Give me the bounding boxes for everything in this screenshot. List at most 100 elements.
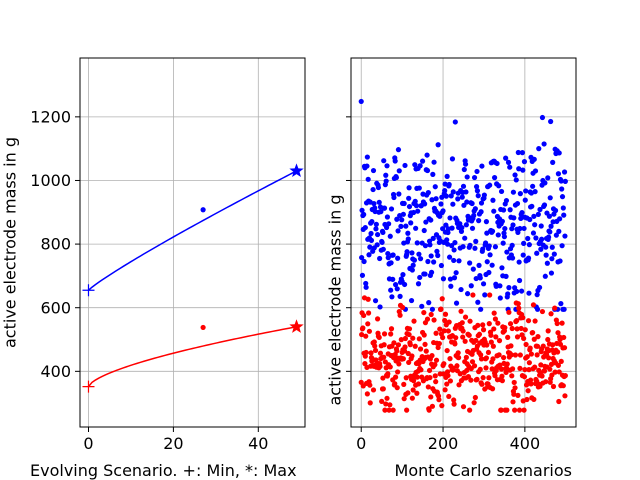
right-series-0-point bbox=[409, 267, 415, 273]
left-series-1-point bbox=[200, 324, 206, 331]
right-series-1-point bbox=[457, 371, 463, 377]
right-series-0-point bbox=[471, 174, 478, 181]
right-series-0-point bbox=[484, 259, 490, 265]
left-y-tick-label: 1200 bbox=[30, 107, 71, 126]
right-series-0-point bbox=[413, 225, 419, 231]
right-series-0-point bbox=[469, 200, 475, 207]
right-series-1-point bbox=[433, 330, 439, 336]
right-series-1-point bbox=[365, 321, 371, 327]
left-ticks: 0 20 40 400 600 800 1000 1200 bbox=[30, 107, 268, 453]
right-series-1-point bbox=[405, 390, 411, 396]
right-series-1-point bbox=[414, 390, 420, 396]
right-series-0-point bbox=[562, 233, 568, 239]
right-series-0-point bbox=[510, 189, 517, 195]
right-series-1-point bbox=[475, 322, 481, 328]
right-series-1-point bbox=[451, 401, 457, 407]
right-series-1-point bbox=[473, 337, 479, 344]
left-ylabel: active electrode mass in g bbox=[1, 137, 20, 348]
right-series-0-point bbox=[361, 211, 367, 218]
right-series-0-point bbox=[393, 174, 400, 181]
right-series-1-point bbox=[488, 339, 494, 345]
right-series-1-point bbox=[469, 359, 476, 365]
right-series-0-point bbox=[534, 306, 541, 312]
right-series-1-point bbox=[545, 355, 552, 361]
right-series-0-point bbox=[437, 213, 443, 219]
right-series-0-point bbox=[411, 257, 418, 263]
right-series-1-point bbox=[493, 334, 499, 340]
right-series-0-point bbox=[401, 281, 408, 288]
right-series-1-point bbox=[429, 353, 435, 359]
right-series-0-point bbox=[438, 201, 444, 207]
right-series-1-point bbox=[514, 334, 521, 340]
right-series-0-point bbox=[394, 216, 400, 222]
right-series-1-point bbox=[555, 362, 562, 368]
right-series-0-point bbox=[446, 181, 452, 188]
right-series-0-point bbox=[368, 237, 375, 243]
right-series-1-point bbox=[511, 379, 517, 386]
right-series-0-point bbox=[478, 200, 485, 206]
right-series-1-point bbox=[431, 317, 437, 323]
right-series-0-point bbox=[474, 188, 481, 194]
right-series-1-point bbox=[512, 385, 518, 391]
right-series-0-point bbox=[548, 223, 554, 229]
right-series-0-point bbox=[449, 225, 455, 231]
right-series-0-point bbox=[434, 248, 440, 254]
right-series-0-point bbox=[477, 275, 483, 281]
right-series-0-point bbox=[392, 282, 399, 288]
right-series-1-point bbox=[379, 398, 385, 405]
right-series-1-point bbox=[399, 304, 406, 310]
right-series-0-point bbox=[520, 167, 526, 173]
right-series-1-point bbox=[376, 334, 382, 341]
right-series-0-point bbox=[460, 244, 466, 250]
left-chart: 0 20 40 400 600 800 1000 1200 active electrode … bbox=[1, 57, 306, 453]
right-series-1-point bbox=[432, 373, 438, 379]
right-series-1-point bbox=[425, 384, 431, 390]
right-series-0-point bbox=[406, 185, 412, 191]
right-series-1-point bbox=[442, 311, 449, 317]
right-series-1-point bbox=[445, 372, 451, 379]
right-series-1-point bbox=[403, 375, 409, 381]
right-series-1-point bbox=[522, 366, 528, 373]
right-series-1-point bbox=[548, 311, 554, 317]
right-series-1-point bbox=[458, 308, 464, 314]
right-series-0-point bbox=[558, 178, 564, 184]
right-series-0-point bbox=[449, 156, 456, 162]
right-series-1-point bbox=[530, 302, 537, 308]
right-series-0-point bbox=[553, 232, 559, 238]
right-series-0-point bbox=[548, 118, 554, 125]
right-series-1-point bbox=[433, 357, 440, 363]
right-series-1-point bbox=[442, 317, 448, 324]
right-series-1-point bbox=[409, 395, 415, 401]
right-series-0-point bbox=[390, 276, 396, 282]
right-series-1-point bbox=[531, 396, 537, 402]
right-series-1-point bbox=[554, 320, 560, 327]
right-series-0-point bbox=[440, 226, 446, 232]
right-series-0-point bbox=[425, 190, 431, 196]
right-series-1-point bbox=[528, 381, 534, 387]
right-series-0-point bbox=[523, 188, 529, 194]
right-series-0-point bbox=[526, 242, 532, 248]
right-series-1-point bbox=[538, 362, 544, 368]
right-series-1-point bbox=[483, 355, 490, 361]
right-series-1-point bbox=[377, 363, 383, 370]
right-series-0-point bbox=[503, 197, 510, 204]
right-series-0-point bbox=[526, 290, 532, 296]
right-series-1-point bbox=[491, 310, 497, 316]
right-series-0-point bbox=[398, 223, 404, 229]
right-series-1-point bbox=[524, 396, 530, 403]
right-series-1-point bbox=[543, 379, 549, 385]
left-series-0-min-marker bbox=[82, 284, 95, 297]
right-series-1-point bbox=[500, 354, 507, 361]
right-series-0-point bbox=[424, 152, 430, 158]
right-series-0-point bbox=[383, 172, 389, 178]
right-series-1-point bbox=[524, 354, 530, 360]
right-series-0-point bbox=[367, 244, 373, 250]
right-series-1-point bbox=[516, 407, 523, 413]
right-series-0-point bbox=[400, 211, 406, 217]
right-series-0-point bbox=[489, 228, 496, 234]
right-series-0-point bbox=[435, 252, 441, 259]
right-series-1-point bbox=[421, 309, 427, 316]
right-series-1-point bbox=[467, 318, 473, 324]
right-series-0-point bbox=[431, 159, 437, 165]
